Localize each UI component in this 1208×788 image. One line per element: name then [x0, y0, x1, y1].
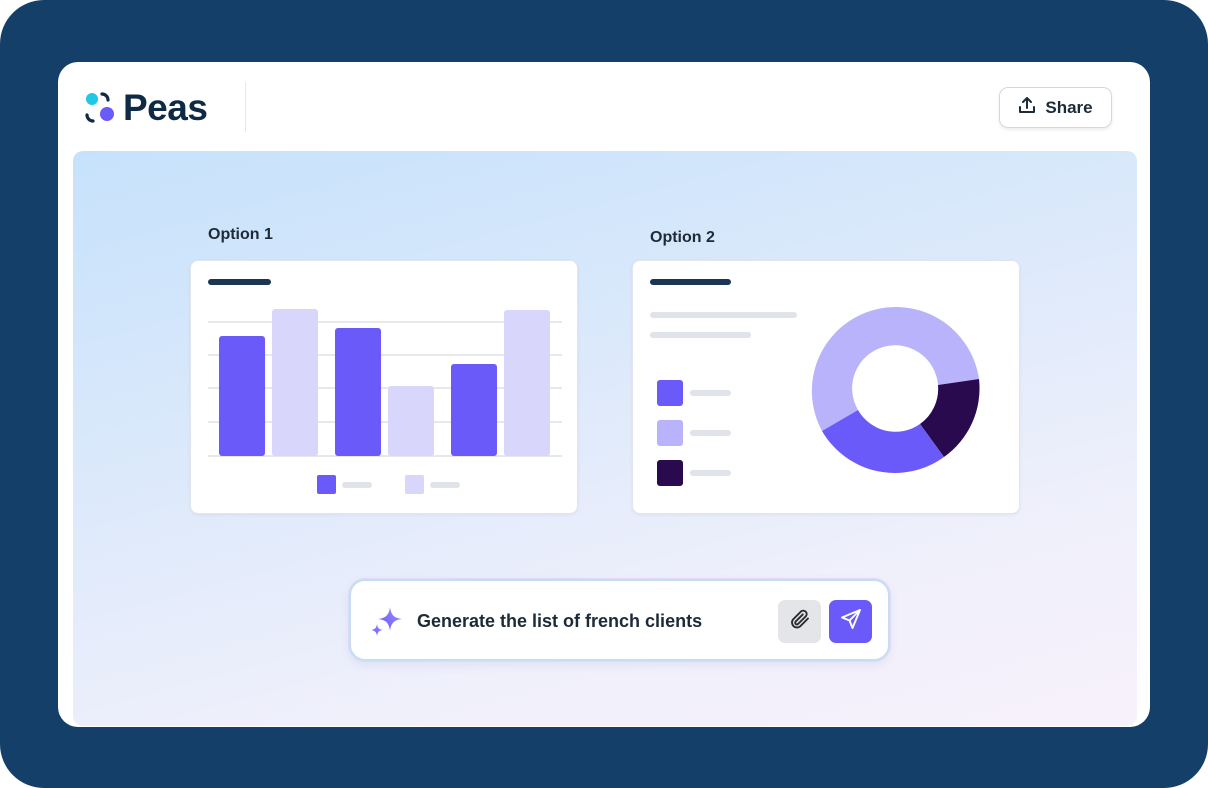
option-2-title: Option 2	[650, 229, 715, 246]
share-button[interactable]: Share	[999, 87, 1112, 128]
text-line-placeholder	[650, 312, 797, 318]
logo-text: Peas	[123, 87, 208, 128]
legend-swatch	[657, 460, 683, 486]
legend-label-placeholder	[690, 430, 731, 436]
share-label: Share	[1045, 97, 1093, 117]
bar	[451, 364, 497, 456]
paperclip-icon	[788, 607, 812, 636]
upload-icon	[1018, 96, 1036, 119]
bar-chart-illustration	[208, 279, 562, 494]
text-line-placeholder	[650, 332, 751, 338]
option-1-card[interactable]	[190, 260, 578, 514]
bar	[272, 309, 318, 456]
bar	[388, 386, 434, 456]
prompt-input[interactable]: Generate the list of french clients	[417, 611, 703, 631]
bar	[335, 328, 381, 456]
app-window: Peas Share Option 1	[58, 62, 1150, 727]
donut-slice	[920, 379, 980, 457]
header-divider	[245, 82, 246, 132]
donut-chart-illustration	[650, 279, 980, 486]
donut-slice	[811, 306, 979, 431]
legend-label-placeholder	[690, 390, 731, 396]
legend-label-placeholder	[690, 470, 731, 476]
card-title-placeholder	[208, 279, 271, 285]
legend-label-placeholder	[430, 482, 460, 488]
send-button[interactable]	[829, 600, 872, 643]
send-icon	[839, 607, 863, 636]
header: Peas Share	[58, 62, 1150, 150]
legend-swatch	[657, 420, 683, 446]
option-1-title: Option 1	[208, 226, 273, 243]
bar	[504, 310, 550, 456]
sparkle-icon	[370, 605, 404, 644]
attach-button[interactable]	[778, 600, 821, 643]
legend-label-placeholder	[342, 482, 372, 488]
legend-swatch	[657, 380, 683, 406]
prompt-bar[interactable]: Generate the list of french clients	[349, 579, 890, 661]
peas-logo-icon	[85, 92, 117, 124]
logo[interactable]: Peas	[85, 87, 208, 128]
legend-swatch	[405, 475, 424, 494]
option-2-card[interactable]	[632, 260, 1020, 514]
workspace-canvas: Option 1	[73, 151, 1137, 726]
card-title-placeholder	[650, 279, 731, 285]
bar	[219, 336, 265, 456]
donut	[811, 306, 980, 473]
donut-slice	[822, 410, 944, 473]
legend-swatch	[317, 475, 336, 494]
